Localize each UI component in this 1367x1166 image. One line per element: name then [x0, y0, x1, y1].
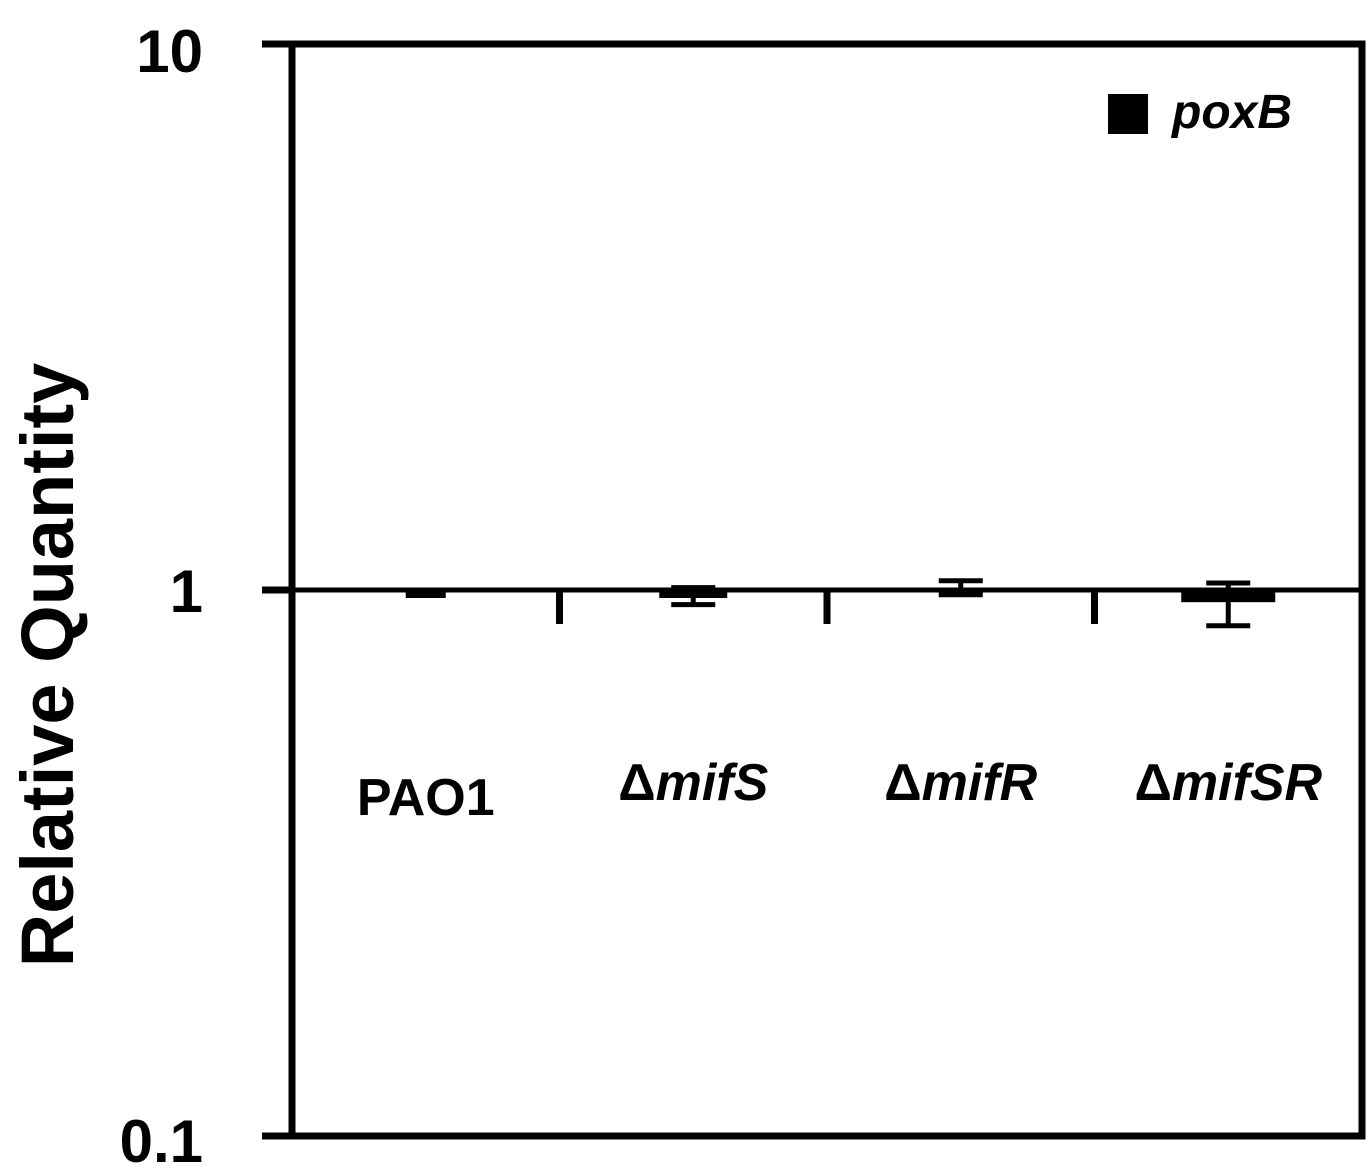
category-prefix: Δ	[618, 754, 655, 812]
y-axis-label-group: Relative Quantity	[6, 363, 89, 968]
category-name: mifSR	[1172, 754, 1323, 812]
y-axis-label: Relative Quantity	[6, 363, 89, 968]
category-name: PAO1	[357, 769, 495, 827]
category-label-0: PAO1	[357, 769, 495, 827]
legend-swatch	[1108, 94, 1148, 134]
category-prefix: Δ	[884, 754, 921, 812]
y-tick-label: 0.1	[120, 1108, 203, 1166]
y-axis-ticks: 10 1 0.1	[120, 18, 292, 1166]
category-label-1: ΔmifS	[618, 754, 768, 812]
bar-0	[405, 590, 446, 598]
category-prefix: Δ	[1134, 754, 1171, 812]
legend: poxB	[1108, 86, 1292, 139]
y-tick-label: 1	[170, 558, 203, 625]
bars	[292, 578, 1362, 629]
category-label-2: ΔmifR	[884, 754, 1037, 812]
y-tick-label: 10	[136, 18, 203, 85]
legend-label: poxB	[1170, 86, 1292, 139]
category-labels: PAO1 ΔmifS ΔmifR ΔmifSR	[357, 754, 1323, 827]
category-name: mifR	[922, 754, 1038, 812]
category-name: mifS	[656, 754, 769, 812]
category-label-3: ΔmifSR	[1134, 754, 1322, 812]
